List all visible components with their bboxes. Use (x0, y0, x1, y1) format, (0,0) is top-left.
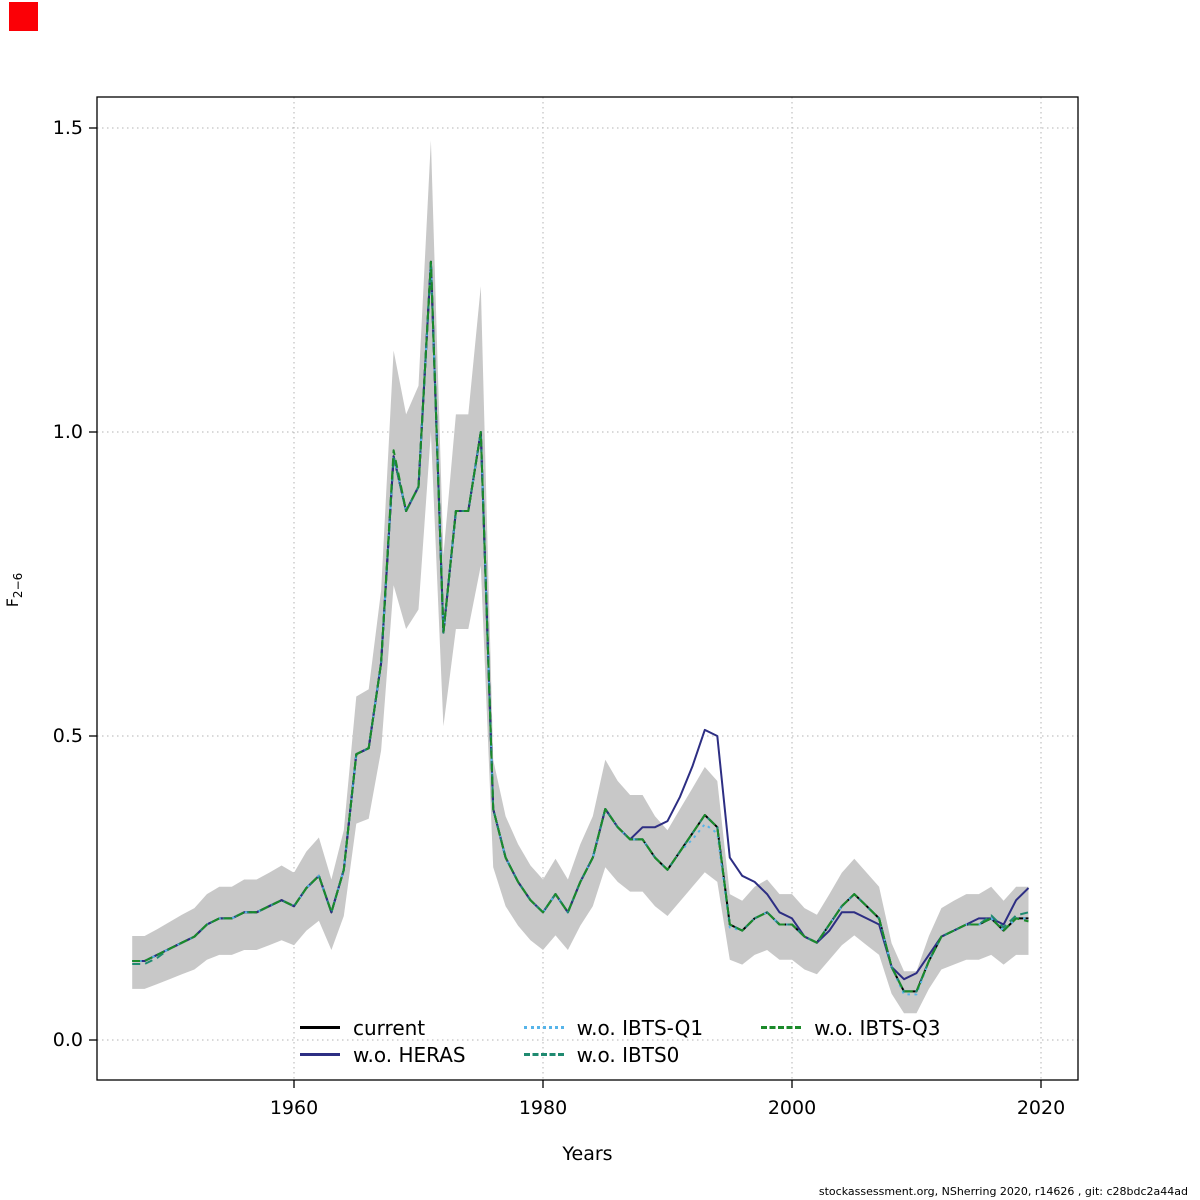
series-line-4 (132, 260, 1029, 993)
legend-line-swatch (300, 1053, 340, 1056)
legend-line-swatch (523, 1053, 564, 1056)
legend-item-wo-ibts-q1: w.o. IBTS-Q1 (523, 1015, 704, 1040)
legend-item-wo-ibts-q3: w.o. IBTS-Q3 (761, 1015, 941, 1040)
plot-frame (96, 96, 1079, 1081)
legend-line-swatch (523, 1026, 564, 1029)
watermark-text: stockassessment.org, NSherring 2020, r14… (818, 1185, 1188, 1198)
x-tick-label: 1960 (270, 1097, 318, 1119)
legend-label: w.o. IBTS0 (576, 1042, 680, 1067)
legend-label: w.o. IBTS-Q1 (576, 1015, 704, 1040)
confidence-band (132, 140, 1029, 1014)
y-axis-title: F2−6 (3, 573, 25, 608)
chart-legend: current w.o. HERAS w.o. IBTS-Q1 w.o. IBT… (300, 1014, 941, 1068)
legend-item-wo-ibts0: w.o. IBTS0 (523, 1042, 703, 1067)
x-tick-label: 2000 (768, 1097, 816, 1119)
x-tick-label: 2020 (1017, 1097, 1065, 1119)
legend-line-swatch (300, 1026, 340, 1029)
legend-line-swatch (761, 1026, 802, 1029)
y-tick-label: 1.5 (53, 117, 83, 139)
y-tick-label: 0.5 (53, 725, 83, 747)
legend-label: w.o. HERAS (353, 1042, 466, 1067)
legend-item-wo-heras: w.o. HERAS (300, 1043, 466, 1067)
legend-label: w.o. IBTS-Q3 (814, 1015, 941, 1040)
x-axis-title: Years (562, 1143, 613, 1165)
legend-item-current: current (300, 1016, 466, 1040)
x-tick-label: 1980 (519, 1097, 567, 1119)
y-tick-label: 1.0 (53, 421, 83, 443)
y-tick-label: 0.0 (53, 1029, 83, 1051)
recording-indicator (9, 2, 38, 31)
legend-label: current (353, 1015, 426, 1040)
